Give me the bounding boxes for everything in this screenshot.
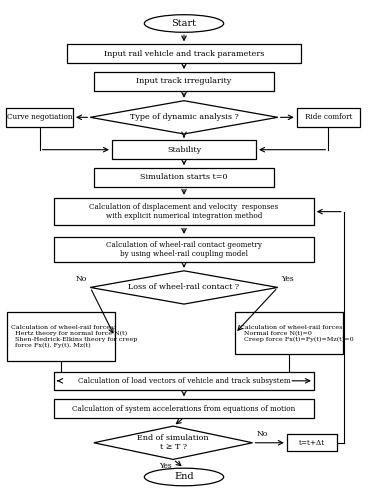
Text: t=t+Δt: t=t+Δt bbox=[299, 439, 325, 447]
Polygon shape bbox=[94, 426, 252, 460]
Text: End: End bbox=[174, 472, 194, 482]
FancyBboxPatch shape bbox=[7, 312, 115, 360]
Text: End of simulation
t ≥ T ?: End of simulation t ≥ T ? bbox=[137, 434, 209, 452]
Text: Calculation of system accelerations from equations of motion: Calculation of system accelerations from… bbox=[72, 404, 296, 412]
Text: Calculation of wheel-rail contact geometry
by using wheel-rail coupling model: Calculation of wheel-rail contact geomet… bbox=[106, 241, 262, 258]
Text: Calculation of load vectors of vehicle and track subsystem: Calculation of load vectors of vehicle a… bbox=[78, 377, 290, 385]
Text: Start: Start bbox=[171, 19, 197, 28]
FancyBboxPatch shape bbox=[297, 108, 360, 126]
Polygon shape bbox=[90, 100, 278, 134]
Text: Loss of wheel-rail contact ?: Loss of wheel-rail contact ? bbox=[128, 284, 240, 292]
Text: Calculation of wheel-rail forces:
  Hertz theory for normal force N(t)
  Shen-He: Calculation of wheel-rail forces: Hertz … bbox=[11, 325, 137, 348]
FancyBboxPatch shape bbox=[54, 372, 314, 390]
FancyBboxPatch shape bbox=[94, 72, 274, 90]
FancyBboxPatch shape bbox=[6, 108, 73, 126]
Text: Input rail vehicle and track parameters: Input rail vehicle and track parameters bbox=[104, 50, 264, 58]
Text: Ride comfort: Ride comfort bbox=[305, 114, 352, 122]
Text: Type of dynamic analysis ?: Type of dynamic analysis ? bbox=[130, 114, 238, 122]
FancyBboxPatch shape bbox=[54, 237, 314, 262]
FancyBboxPatch shape bbox=[287, 434, 337, 451]
FancyBboxPatch shape bbox=[94, 168, 274, 186]
Text: No: No bbox=[256, 430, 268, 438]
Text: Calculation of displacement and velocity  responses
with explicit numerical inte: Calculation of displacement and velocity… bbox=[89, 203, 279, 220]
Text: Calculation of wheel-rail forces:
  Normal force N(t)=0
  Creep force Fx(t)=Fy(t: Calculation of wheel-rail forces: Normal… bbox=[240, 324, 353, 342]
Text: Curve negotiation: Curve negotiation bbox=[7, 114, 72, 122]
FancyBboxPatch shape bbox=[112, 140, 256, 159]
FancyBboxPatch shape bbox=[235, 312, 343, 354]
FancyBboxPatch shape bbox=[67, 44, 301, 63]
FancyBboxPatch shape bbox=[54, 400, 314, 418]
Text: No: No bbox=[75, 275, 86, 283]
Text: Input track irregularity: Input track irregularity bbox=[137, 78, 231, 86]
Text: Simulation starts t=0: Simulation starts t=0 bbox=[140, 174, 228, 182]
Text: Yes: Yes bbox=[282, 275, 294, 283]
Text: Yes: Yes bbox=[160, 462, 172, 469]
Polygon shape bbox=[90, 271, 278, 304]
FancyBboxPatch shape bbox=[54, 198, 314, 226]
Text: Stability: Stability bbox=[167, 146, 201, 154]
